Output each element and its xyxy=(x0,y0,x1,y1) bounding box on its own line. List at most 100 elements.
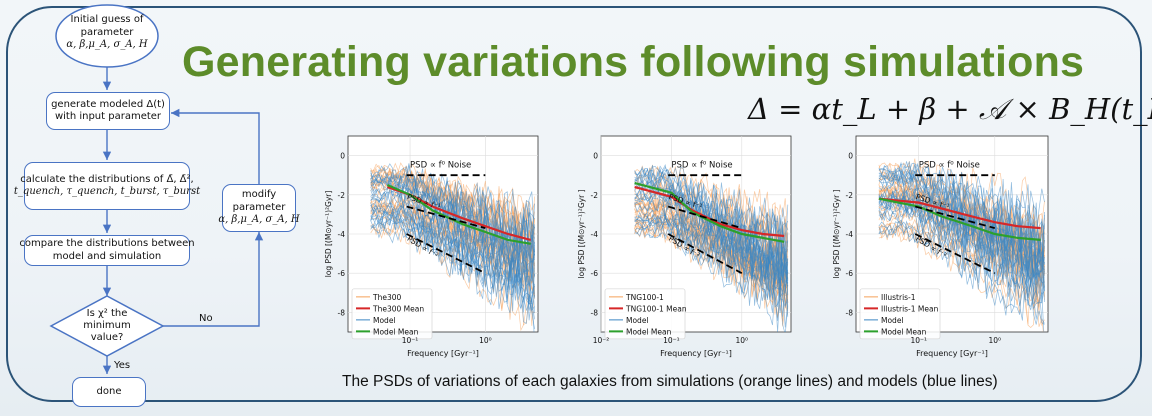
legend-label: The300 Mean xyxy=(372,304,424,313)
legend-label: TNG100-1 Mean xyxy=(625,304,687,313)
y-tick-label: -2 xyxy=(846,191,854,200)
generate-line-2: with input parameter xyxy=(54,111,162,122)
y-tick-label: -4 xyxy=(846,230,854,239)
decision-node: Is χ² the minimum value? xyxy=(72,308,142,344)
model-curve xyxy=(634,187,789,287)
annotation-f0: PSD ∝ f⁰ Noise xyxy=(410,160,471,170)
model-curve xyxy=(878,173,1045,292)
model-curve xyxy=(878,188,1045,298)
yes-label: Yes xyxy=(114,360,131,371)
sim-curve xyxy=(370,200,535,296)
model-curve xyxy=(878,161,1045,266)
model-curve xyxy=(370,165,535,259)
y-tick-label: 0 xyxy=(340,152,345,161)
guide-f-2 xyxy=(406,233,486,275)
guide-f-1 xyxy=(914,205,996,229)
model-curve xyxy=(370,225,535,311)
decision-line-3: value? xyxy=(90,332,124,343)
x-tick-label: 10⁻¹ xyxy=(910,336,927,345)
annotation-f0: PSD ∝ f⁰ Noise xyxy=(919,160,980,170)
compare-line-2: model and simulation xyxy=(52,250,162,262)
model-curve xyxy=(634,165,789,250)
y-tick-label: -6 xyxy=(846,269,854,278)
y-axis-label: log PSD [(M⊙yr⁻¹)²Gyr] xyxy=(324,191,333,278)
generate-line-1: generate modeled Δ(t) xyxy=(51,98,165,110)
x-axis-label: Frequency [Gyr⁻¹] xyxy=(916,349,988,358)
guide-f-2 xyxy=(667,233,743,274)
model-curve xyxy=(370,173,535,262)
x-axis-label: Frequency [Gyr⁻¹] xyxy=(407,349,479,358)
start-ellipse xyxy=(55,4,159,68)
start-line-2: parameter xyxy=(80,26,134,38)
sim-curve xyxy=(370,170,535,242)
legend-label: TNG100-1 xyxy=(625,293,664,302)
compare-box: compare the distributions between model … xyxy=(19,235,195,266)
legend: Illustris-1 Illustris-1 Mean Model Model Me… xyxy=(859,288,941,340)
y-tick-label: 0 xyxy=(593,152,598,161)
start-line-1: Initial guess of xyxy=(70,14,144,25)
y-axis-label: log PSD [(M⊙yr⁻¹)²Gyr ] xyxy=(832,189,841,278)
legend-label: Illustris-1 xyxy=(881,293,916,302)
x-axis-label: Frequency [Gyr⁻¹] xyxy=(660,349,732,358)
sim-curve xyxy=(370,168,535,236)
legend: The300 The300 Mean Model Model Mean xyxy=(351,288,433,340)
y-tick-label: -8 xyxy=(591,308,599,317)
legend-label: Model Mean xyxy=(626,327,672,336)
caption: The PSDs of variations of each galaxies … xyxy=(342,373,998,390)
equation: Δ = αt_L + β + 𝒜 × B_H(t_L) xyxy=(748,92,1152,126)
model-curve xyxy=(370,214,535,314)
compare-line-1: compare the distributions between xyxy=(19,238,195,249)
x-tick-label: 10⁰ xyxy=(736,336,749,345)
model-curve xyxy=(370,216,535,306)
y-tick-label: -4 xyxy=(591,230,599,239)
slide-title: Generating variations following simulati… xyxy=(182,38,1085,86)
decision-line-2: minimum xyxy=(83,320,131,331)
model-curve xyxy=(634,186,789,294)
start-node: Initial guess of parameter α, β,μ_A, σ_A… xyxy=(56,14,158,52)
model-curve xyxy=(370,220,535,305)
sim-curve xyxy=(634,173,789,258)
y-tick-label: -6 xyxy=(338,269,346,278)
done-label: done xyxy=(96,385,122,397)
model-curve xyxy=(370,190,535,302)
legend-box xyxy=(351,288,433,340)
x-tick-label: 10⁰ xyxy=(479,336,492,345)
legend-label: Illustris-1 Mean xyxy=(881,304,939,313)
legend-box xyxy=(859,288,941,340)
x-tick-label: 10⁻¹ xyxy=(663,336,680,345)
model-curve xyxy=(370,207,535,283)
model-curve xyxy=(634,214,789,328)
model-curve xyxy=(878,220,1045,305)
y-tick-label: -2 xyxy=(591,191,599,200)
y-axis-label: log PSD [(M⊙yr⁻¹)²Gyr ] xyxy=(577,189,586,278)
lines-group xyxy=(878,158,1045,332)
modify-line-2: parameter xyxy=(232,201,286,213)
guide-f-1 xyxy=(667,205,743,229)
start-line-3: α, β,μ_A, σ_A, H xyxy=(66,39,148,50)
no-label: No xyxy=(199,313,213,324)
legend-label: Model xyxy=(373,316,396,325)
sim-curve xyxy=(878,223,1045,327)
model-curve xyxy=(370,200,535,278)
legend-label: Model Mean xyxy=(881,327,927,336)
arrow-modify-generate xyxy=(171,108,260,184)
x-tick-label: 10⁰ xyxy=(989,336,1002,345)
decision-line-1: Is χ² the xyxy=(86,308,128,319)
mean-series-0 xyxy=(634,185,785,238)
decision-diamond xyxy=(49,295,165,357)
slide-frame xyxy=(6,6,1142,402)
modify-line-1: modify xyxy=(241,189,277,201)
y-tick-label: -2 xyxy=(338,191,346,200)
guide-f-1 xyxy=(406,205,486,229)
mean-series-1 xyxy=(634,181,785,243)
y-tick-label: -8 xyxy=(338,308,346,317)
model-curve xyxy=(878,220,1045,303)
y-tick-label: -6 xyxy=(591,269,599,278)
model-curve xyxy=(878,160,1045,263)
model-curve xyxy=(878,221,1045,332)
model-curve xyxy=(370,184,535,260)
